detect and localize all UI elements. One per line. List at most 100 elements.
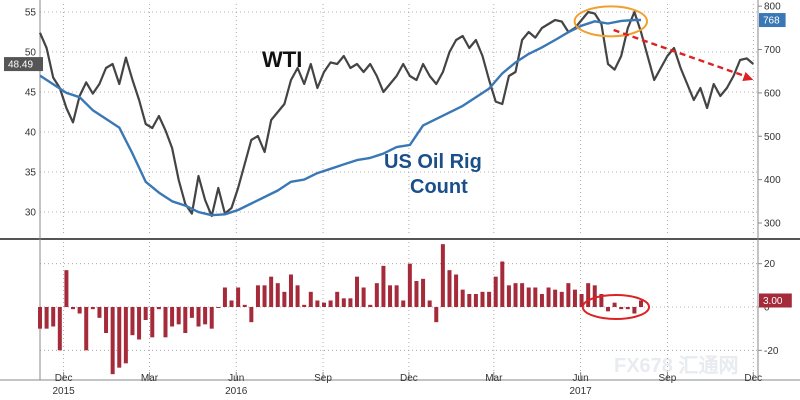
rig-change-bar xyxy=(321,302,326,307)
y-bottom-tick-label: 20 xyxy=(764,259,776,270)
rig-change-bar xyxy=(526,287,531,307)
y-right-tick-label: 600 xyxy=(764,88,781,99)
rig-change-bar xyxy=(368,304,373,307)
y-left-tick-label: 50 xyxy=(25,48,37,59)
rig-change-bar xyxy=(44,307,49,329)
rig-change-bar xyxy=(361,287,366,307)
y-right-tick-label: 700 xyxy=(764,45,781,56)
rig-change-bar xyxy=(255,285,260,307)
rig-change-bar xyxy=(374,283,379,307)
rig-change-bar xyxy=(493,276,498,307)
rig-change-bar xyxy=(586,283,591,307)
rig-change-bar xyxy=(163,307,168,338)
rig-change-bar xyxy=(57,307,62,351)
rig-peak-highlight-ellipse xyxy=(573,5,649,38)
rig-change-bar xyxy=(137,307,142,340)
rig-change-bar xyxy=(480,291,485,307)
rig-change-bar xyxy=(64,270,69,307)
rig-change-bar xyxy=(427,300,432,307)
rig-change-bar xyxy=(302,304,307,307)
x-year-label: 2017 xyxy=(569,386,592,397)
rig-change-bar xyxy=(51,307,56,327)
y-right-tick-label: 400 xyxy=(764,175,781,186)
wti-annotation: WTI xyxy=(262,47,302,72)
rig-change-bar xyxy=(229,300,234,307)
rig-change-bar xyxy=(434,307,439,323)
rig-change-bar xyxy=(612,302,617,307)
rig-change-bar xyxy=(414,281,419,307)
rig-change-bar xyxy=(533,287,538,307)
x-tick-label: Dec xyxy=(55,373,73,384)
rig-change-bar xyxy=(288,274,293,307)
rig-change-bar xyxy=(308,291,313,307)
rig-change-bar xyxy=(143,307,148,320)
rig-change-bar xyxy=(77,307,82,314)
x-tick-label: Dec xyxy=(400,373,418,384)
rig-change-bar xyxy=(236,287,241,307)
rig-change-bar xyxy=(546,287,551,307)
rig-change-bar xyxy=(117,307,122,368)
y-right-tick-label: 300 xyxy=(764,218,781,229)
rig-change-bar xyxy=(295,285,300,307)
rig-change-bar xyxy=(566,283,571,307)
rig-change-bar xyxy=(156,307,161,310)
rig-change-bar xyxy=(467,294,472,307)
y-left-tick-label: 30 xyxy=(25,208,37,219)
y-left-tick-label: 45 xyxy=(25,88,37,99)
rig-change-bar xyxy=(84,307,89,351)
y-left-tick-label: 40 xyxy=(25,128,37,139)
downtrend-arrow-shaft xyxy=(613,28,748,79)
rig-change-bar xyxy=(592,285,597,307)
rig-change-bar xyxy=(282,291,287,307)
watermark-text: FX678 汇通网 xyxy=(614,354,738,377)
watermark: FX678 汇通网 xyxy=(614,354,738,377)
rig-change-bar xyxy=(110,307,115,375)
rig-change-bar xyxy=(407,263,412,307)
rig-change-bar xyxy=(348,298,353,307)
rig-change-bar xyxy=(216,307,221,308)
wti-last-value-label: 48.49 xyxy=(8,60,33,71)
rig-change-bar xyxy=(104,307,109,333)
rig-change-bar xyxy=(421,278,426,307)
y-left-tick-label: 55 xyxy=(25,8,37,19)
rig-change-bar xyxy=(440,244,445,307)
x-tick-label: Jun xyxy=(573,373,589,384)
rig-change-bar xyxy=(553,289,558,307)
rig-change-bar xyxy=(539,294,544,307)
rig-change-bar xyxy=(209,307,214,329)
rig-change-bar xyxy=(605,307,610,312)
x-year-label: 2015 xyxy=(52,386,75,397)
rig-change-bar xyxy=(632,307,637,314)
rig-count-change-bars xyxy=(38,244,644,375)
rig-change-bar xyxy=(500,261,505,307)
rig-change-bar xyxy=(572,289,577,307)
rig-change-bar xyxy=(559,291,564,307)
rig-change-bar xyxy=(315,300,320,307)
x-tick-label: Mar xyxy=(141,373,159,384)
rig-change-bar xyxy=(401,300,406,307)
rig-change-bar xyxy=(196,307,201,327)
rig-change-bar xyxy=(625,307,630,310)
x-tick-label: Dec xyxy=(744,373,762,384)
rig-change-bar xyxy=(150,307,155,338)
rig-change-bar xyxy=(520,283,525,307)
x-year-label: 2016 xyxy=(225,386,248,397)
rig-change-bar xyxy=(328,300,333,307)
rig-count-series-line xyxy=(39,18,641,217)
recent-bars-highlight-ellipse xyxy=(581,294,651,320)
rig-last-value-label-box xyxy=(759,13,786,28)
rig-change-bar xyxy=(619,307,624,310)
rig-change-bar xyxy=(579,294,584,307)
x-tick-label: Jun xyxy=(228,373,244,384)
rig-change-bar xyxy=(262,285,267,307)
rig-change-bar xyxy=(97,307,102,318)
x-tick-label: Sep xyxy=(314,373,332,384)
value-labels: 48.49 768 3.00 xyxy=(4,13,792,308)
rig-change-bar xyxy=(506,285,511,307)
rig-change-bar xyxy=(90,307,95,310)
rig-change-bar xyxy=(355,276,360,307)
price-and-rig-lines xyxy=(38,5,755,320)
rig-change-bar xyxy=(275,283,280,307)
rig-change-bar xyxy=(269,276,274,307)
